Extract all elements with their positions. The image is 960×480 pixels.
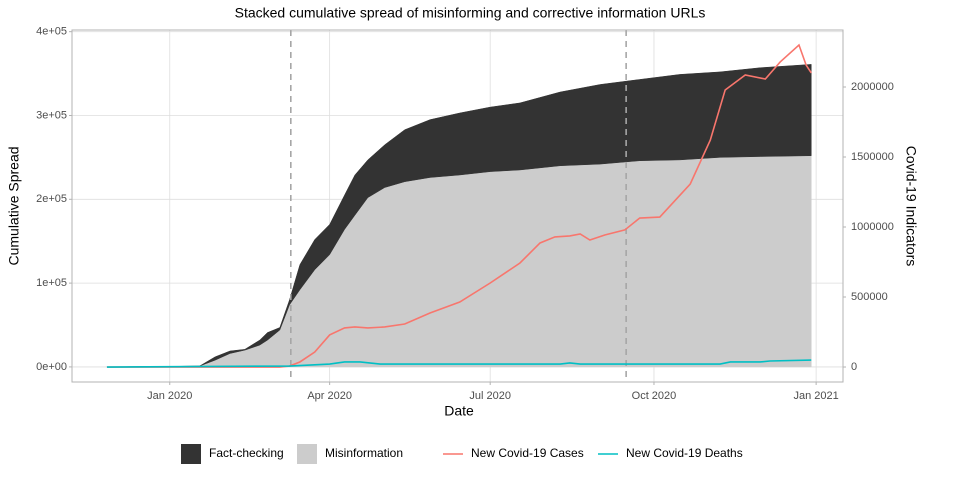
area bbox=[106, 155, 812, 368]
x-tick-label: Jan 2020 bbox=[147, 390, 192, 402]
panel-border bbox=[71, 29, 844, 383]
y-tick-label: 3e+05 bbox=[36, 109, 67, 121]
x-tick-label: Jan 2021 bbox=[794, 390, 839, 402]
area bbox=[106, 64, 812, 368]
y-tick-label: 2e+05 bbox=[36, 193, 67, 205]
legend-label: New Covid-19 Deaths bbox=[626, 446, 743, 460]
legend-label: New Covid-19 Cases bbox=[471, 446, 584, 460]
y2-tick-label: 2000000 bbox=[851, 81, 894, 93]
y-tick-label: 4e+05 bbox=[36, 26, 67, 38]
x-tick-label: Apr 2020 bbox=[307, 390, 352, 402]
line bbox=[106, 359, 812, 368]
x-tick-label: Jul 2020 bbox=[469, 390, 511, 402]
y-tick-label: 1e+05 bbox=[36, 277, 67, 289]
x-axis-title: Date bbox=[444, 403, 474, 419]
line bbox=[106, 43, 812, 368]
y2-tick-label: 1000000 bbox=[851, 221, 894, 233]
y-axis-title: Cumulative Spread bbox=[6, 146, 22, 265]
x-tick-label: Oct 2020 bbox=[632, 390, 677, 402]
legend-key bbox=[181, 444, 201, 464]
y-tick-label: 0e+00 bbox=[36, 361, 67, 373]
legend-key bbox=[297, 444, 317, 464]
legend-label: Misinformation bbox=[325, 446, 403, 460]
y2-tick-label: 0 bbox=[851, 361, 857, 373]
y2-tick-label: 1500000 bbox=[851, 151, 894, 163]
y2-tick-label: 500000 bbox=[851, 291, 888, 303]
legend-label: Fact-checking bbox=[209, 446, 284, 460]
y2-axis-title: Covid-19 Indicators bbox=[903, 146, 919, 267]
chart-title: Stacked cumulative spread of misinformin… bbox=[235, 5, 706, 21]
